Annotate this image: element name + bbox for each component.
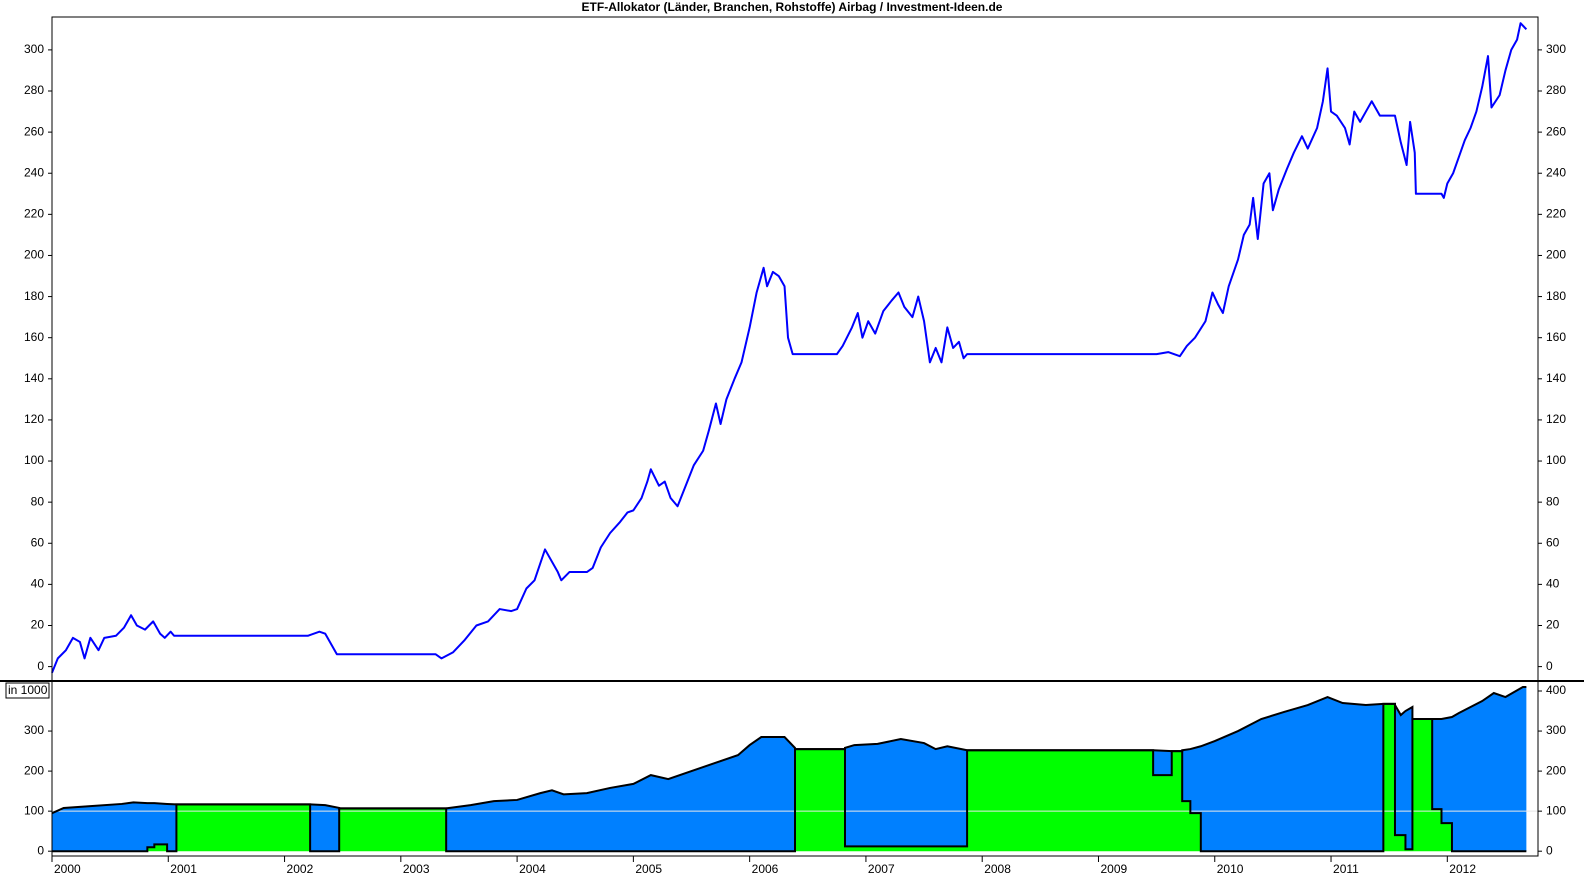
x-tick-label: 2008 (984, 862, 1011, 876)
y2-tick-label: 160 (1546, 330, 1566, 344)
y-tick-label: 100 (24, 453, 44, 467)
y-tick-label: 180 (24, 289, 44, 303)
y-tick-label: 80 (31, 494, 45, 508)
y2-tick-label: 280 (1546, 83, 1566, 97)
y2-tick-label: 40 (1546, 577, 1560, 591)
y-tick-label: 40 (31, 577, 45, 591)
x-tick-label: 2011 (1333, 862, 1359, 876)
area-series (52, 703, 1527, 852)
y2-tick-label: 400 (1546, 683, 1566, 697)
y2-tick-label: 100 (1546, 803, 1566, 817)
y-tick-label: 160 (24, 330, 44, 344)
y-tick-label: 0 (37, 659, 44, 673)
y-tick-label: 200 (24, 763, 44, 777)
y2-tick-label: 80 (1546, 494, 1560, 508)
area-series (52, 687, 1527, 852)
x-tick-label: 2009 (1100, 862, 1127, 876)
y-tick-label: 100 (24, 803, 44, 817)
y2-tick-label: 260 (1546, 124, 1566, 138)
x-tick-label: 2012 (1449, 862, 1476, 876)
y2-tick-label: 100 (1546, 453, 1566, 467)
y-tick-label: 200 (24, 248, 44, 262)
y-tick-label: 300 (24, 42, 44, 56)
y-tick-label: 280 (24, 83, 44, 97)
y2-tick-label: 0 (1546, 843, 1553, 857)
line-series (51, 22, 1528, 674)
y2-tick-label: 200 (1546, 248, 1566, 262)
x-tick-label: 2001 (170, 862, 197, 876)
y-tick-label: 0 (37, 843, 44, 857)
annotation: in 1000 (8, 683, 48, 697)
y-tick-label: 220 (24, 207, 44, 221)
y2-tick-label: 0 (1546, 659, 1553, 673)
y2-tick-label: 60 (1546, 535, 1560, 549)
area-outline (52, 702, 1527, 853)
y2-tick-label: 200 (1546, 763, 1566, 777)
x-tick-label: 2002 (287, 862, 314, 876)
x-tick-label: 2010 (1217, 862, 1244, 876)
y2-tick-label: 20 (1546, 618, 1560, 632)
y-tick-label: 120 (24, 412, 44, 426)
annotation-box (5, 682, 50, 699)
x-tick-label: 2003 (403, 862, 430, 876)
x-tick-label: 2007 (868, 862, 895, 876)
y-tick-label: 60 (31, 535, 45, 549)
x-tick-label: 2004 (519, 862, 546, 876)
y-tick-label: 260 (24, 124, 44, 138)
y2-tick-label: 220 (1546, 207, 1566, 221)
y-tick-label: 240 (24, 165, 44, 179)
y-tick-label: 300 (24, 723, 44, 737)
x-tick-label: 2006 (752, 862, 779, 876)
y-tick-label: 20 (31, 618, 45, 632)
y2-tick-label: 120 (1546, 412, 1566, 426)
x-tick-label: 2005 (635, 862, 662, 876)
x-tick-label: 2000 (54, 862, 81, 876)
y2-tick-label: 300 (1546, 42, 1566, 56)
plot-area (52, 17, 1538, 681)
y2-tick-label: 240 (1546, 165, 1566, 179)
y2-tick-label: 300 (1546, 723, 1566, 737)
chart-title: ETF-Allokator (Länder, Branchen, Rohstof… (582, 0, 1003, 14)
y2-tick-label: 140 (1546, 371, 1566, 385)
y2-tick-label: 180 (1546, 289, 1566, 303)
area-outline (51, 686, 1527, 815)
y-tick-label: 140 (24, 371, 44, 385)
